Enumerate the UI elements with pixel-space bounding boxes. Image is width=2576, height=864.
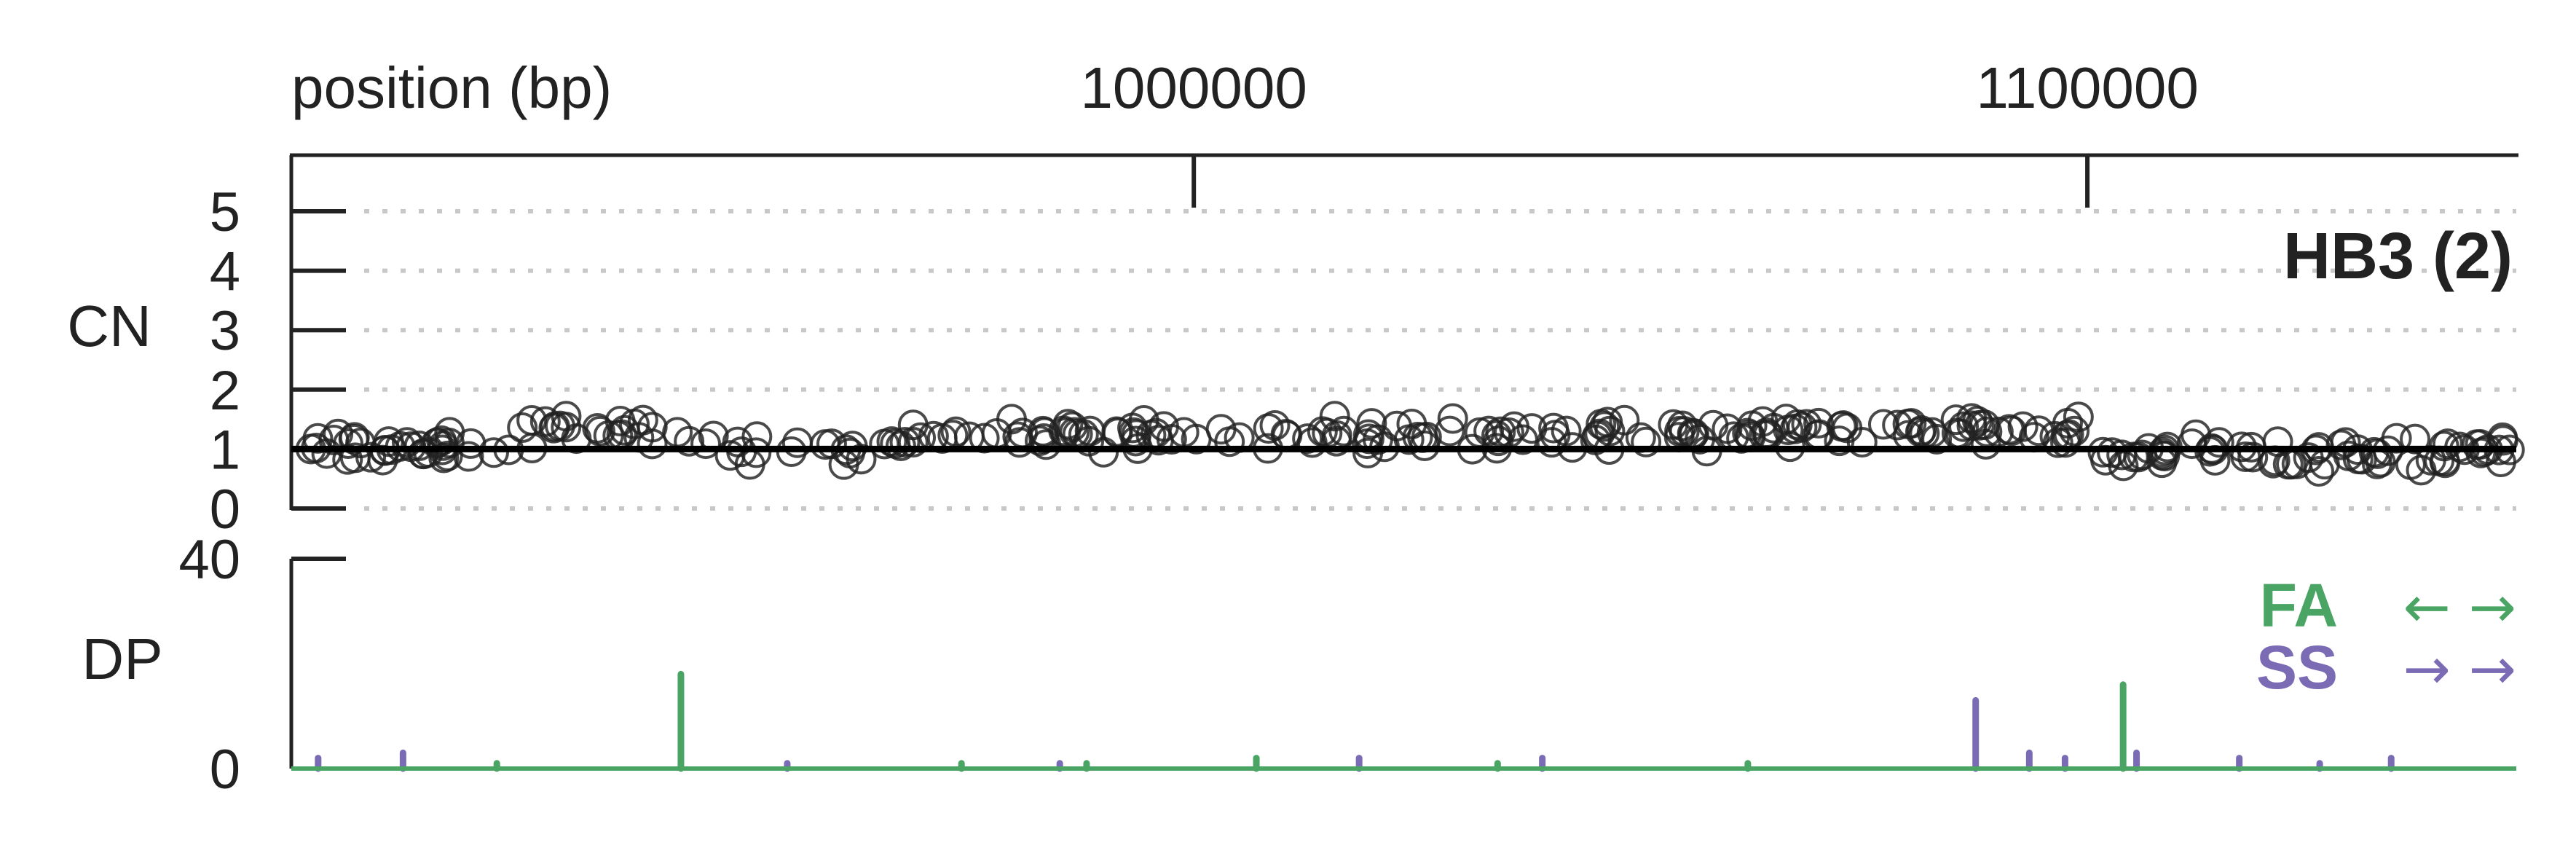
cn-point (1658, 409, 1689, 440)
cn-points (295, 401, 2525, 487)
cn-point (426, 425, 457, 456)
cn-point (1483, 425, 1514, 457)
legend-fa-label: FA (2260, 571, 2338, 640)
cn-y-tick-label: 3 (210, 300, 240, 362)
sample-title: HB3 (2) (2283, 220, 2513, 293)
legend-fa-arrows: ← → (2403, 575, 2516, 640)
x-axis-label: position (bp) (291, 55, 612, 120)
cn-point (1352, 437, 1384, 468)
cn-y-tick-label: 2 (210, 360, 240, 422)
cn-point (1791, 409, 1822, 440)
cn-point (897, 427, 929, 458)
legend: FA ← → SS → → (2256, 571, 2516, 702)
cn-point (1609, 404, 1640, 436)
cn-point (2123, 441, 2154, 473)
cn-point (478, 437, 509, 468)
cn-point (1867, 409, 1899, 440)
cn-point (940, 416, 972, 447)
cn-point (1787, 412, 1818, 443)
cn-point (2147, 437, 2178, 468)
cn-point (1328, 415, 1360, 447)
cn-point (1473, 415, 1505, 447)
cn-point (1906, 415, 1937, 446)
cn-point (1356, 408, 1387, 439)
cn-point (1292, 423, 1323, 455)
cn-point (1940, 404, 1972, 436)
dp-axis-label: DP (82, 627, 162, 691)
cn-point (2203, 427, 2234, 458)
cn-point (1631, 426, 1662, 457)
cn-point (507, 412, 538, 443)
cn-point (1882, 409, 1913, 441)
legend-ss-arrows: → → (2403, 637, 2516, 702)
cn-point (1437, 403, 1468, 434)
x-tick-label: 1100000 (1976, 55, 2199, 120)
cn-point (1846, 427, 1878, 458)
cn-point (1319, 401, 1350, 432)
cn-point (1181, 423, 1212, 455)
cn-point (1031, 429, 1062, 460)
dp-y-tick-label: 40 (178, 529, 240, 591)
cn-point (2342, 444, 2374, 475)
cn-point (846, 444, 877, 475)
cn-point (781, 427, 813, 458)
cn-point (355, 441, 387, 473)
cn-point (332, 428, 363, 459)
cn-point (1972, 416, 2003, 447)
cn-point (690, 428, 722, 460)
cn-point (809, 429, 840, 460)
cn-point (1101, 416, 1133, 447)
cn-point (516, 405, 548, 436)
cn-axis-label: CN (67, 294, 151, 358)
cn-point (1664, 415, 1695, 447)
cn-point (2059, 415, 2090, 447)
cn-point (889, 427, 921, 458)
cn-point (391, 427, 422, 458)
cn-point (551, 401, 582, 432)
cn-gridlines (364, 209, 2516, 511)
dp-bars (315, 670, 2395, 772)
cn-point (2400, 423, 2431, 455)
cn-point (1156, 424, 1187, 455)
cn-point (529, 406, 561, 437)
cn-point (996, 404, 1027, 435)
cn-point (551, 412, 582, 443)
cn-point (2432, 428, 2463, 460)
cn-point (698, 420, 729, 452)
cn-point (609, 415, 640, 446)
cn-point (1382, 410, 1413, 441)
cn-point (2237, 441, 2269, 473)
dp-y-tick-label: 0 (210, 739, 240, 801)
cn-point (1770, 404, 1802, 435)
cn-point (1803, 407, 1835, 439)
cn-point (1253, 413, 1284, 444)
cn-y-tick-label: 0 (210, 479, 240, 541)
cn-point (1434, 415, 1465, 447)
cn-point (1964, 409, 1996, 441)
legend-ss-label: SS (2256, 633, 2338, 702)
cn-y-tick-label: 4 (210, 241, 240, 303)
x-axis-ticks: 1000000 1100000 (1080, 55, 2199, 208)
x-tick-label: 1000000 (1080, 55, 1307, 120)
dp-panel: 0 40 DP FA ← → SS → → (82, 529, 2516, 801)
cn-y-tick-label: 5 (210, 181, 240, 243)
cn-point (1586, 409, 1617, 440)
cn-point (1666, 410, 1698, 441)
cn-y-tick-label: 1 (210, 419, 240, 481)
cn-point (2007, 411, 2039, 442)
cn-point (1296, 427, 1328, 458)
cn-point (2042, 427, 2073, 458)
